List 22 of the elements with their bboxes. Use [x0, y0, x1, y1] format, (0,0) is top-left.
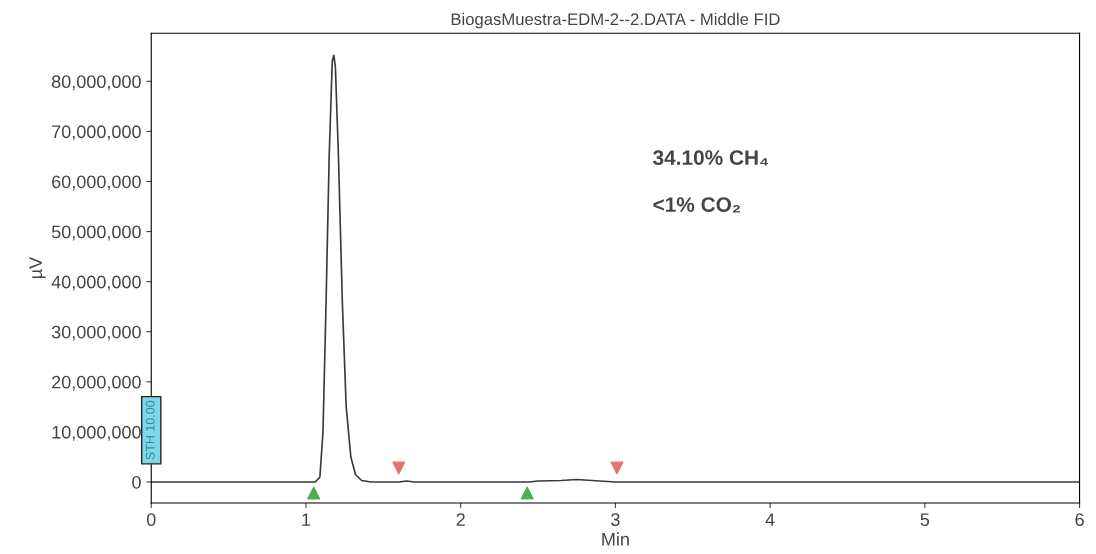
x-tick-label: 0 — [146, 513, 156, 527]
y-tick-label: 60,000,000 — [52, 175, 141, 191]
chart-title: BiogasMuestra-EDM-2--2.DATA - Middle FID — [451, 12, 780, 29]
y-tick-label: 0 — [132, 475, 141, 489]
x-tick-label: 4 — [765, 513, 775, 526]
x-tick-label: 3 — [611, 513, 620, 527]
annotation: <1% CO₂ — [653, 197, 741, 213]
y-tick-label: 10,000,000 — [52, 425, 141, 441]
x-tick-label: 6 — [1075, 513, 1084, 527]
y-tick-label: 20,000,000 — [52, 375, 141, 391]
x-tick-label: 2 — [456, 513, 465, 526]
y-tick-label: 70,000,000 — [52, 125, 141, 141]
y-tick-label: 80,000,000 — [51, 75, 141, 91]
y-tick-label: 40,000,000 — [51, 275, 141, 291]
annotation: STH 10.00 — [145, 400, 155, 460]
x-tick-label: 5 — [920, 513, 930, 527]
y-axis-title: µV — [29, 256, 46, 279]
x-tick-label: 1 — [302, 513, 311, 526]
x-axis-title: Min — [602, 532, 629, 546]
annotation: 34.10% CH₄ — [653, 150, 768, 166]
y-tick-label: 50,000,000 — [51, 225, 141, 241]
y-tick-label: 30,000,000 — [51, 325, 141, 341]
